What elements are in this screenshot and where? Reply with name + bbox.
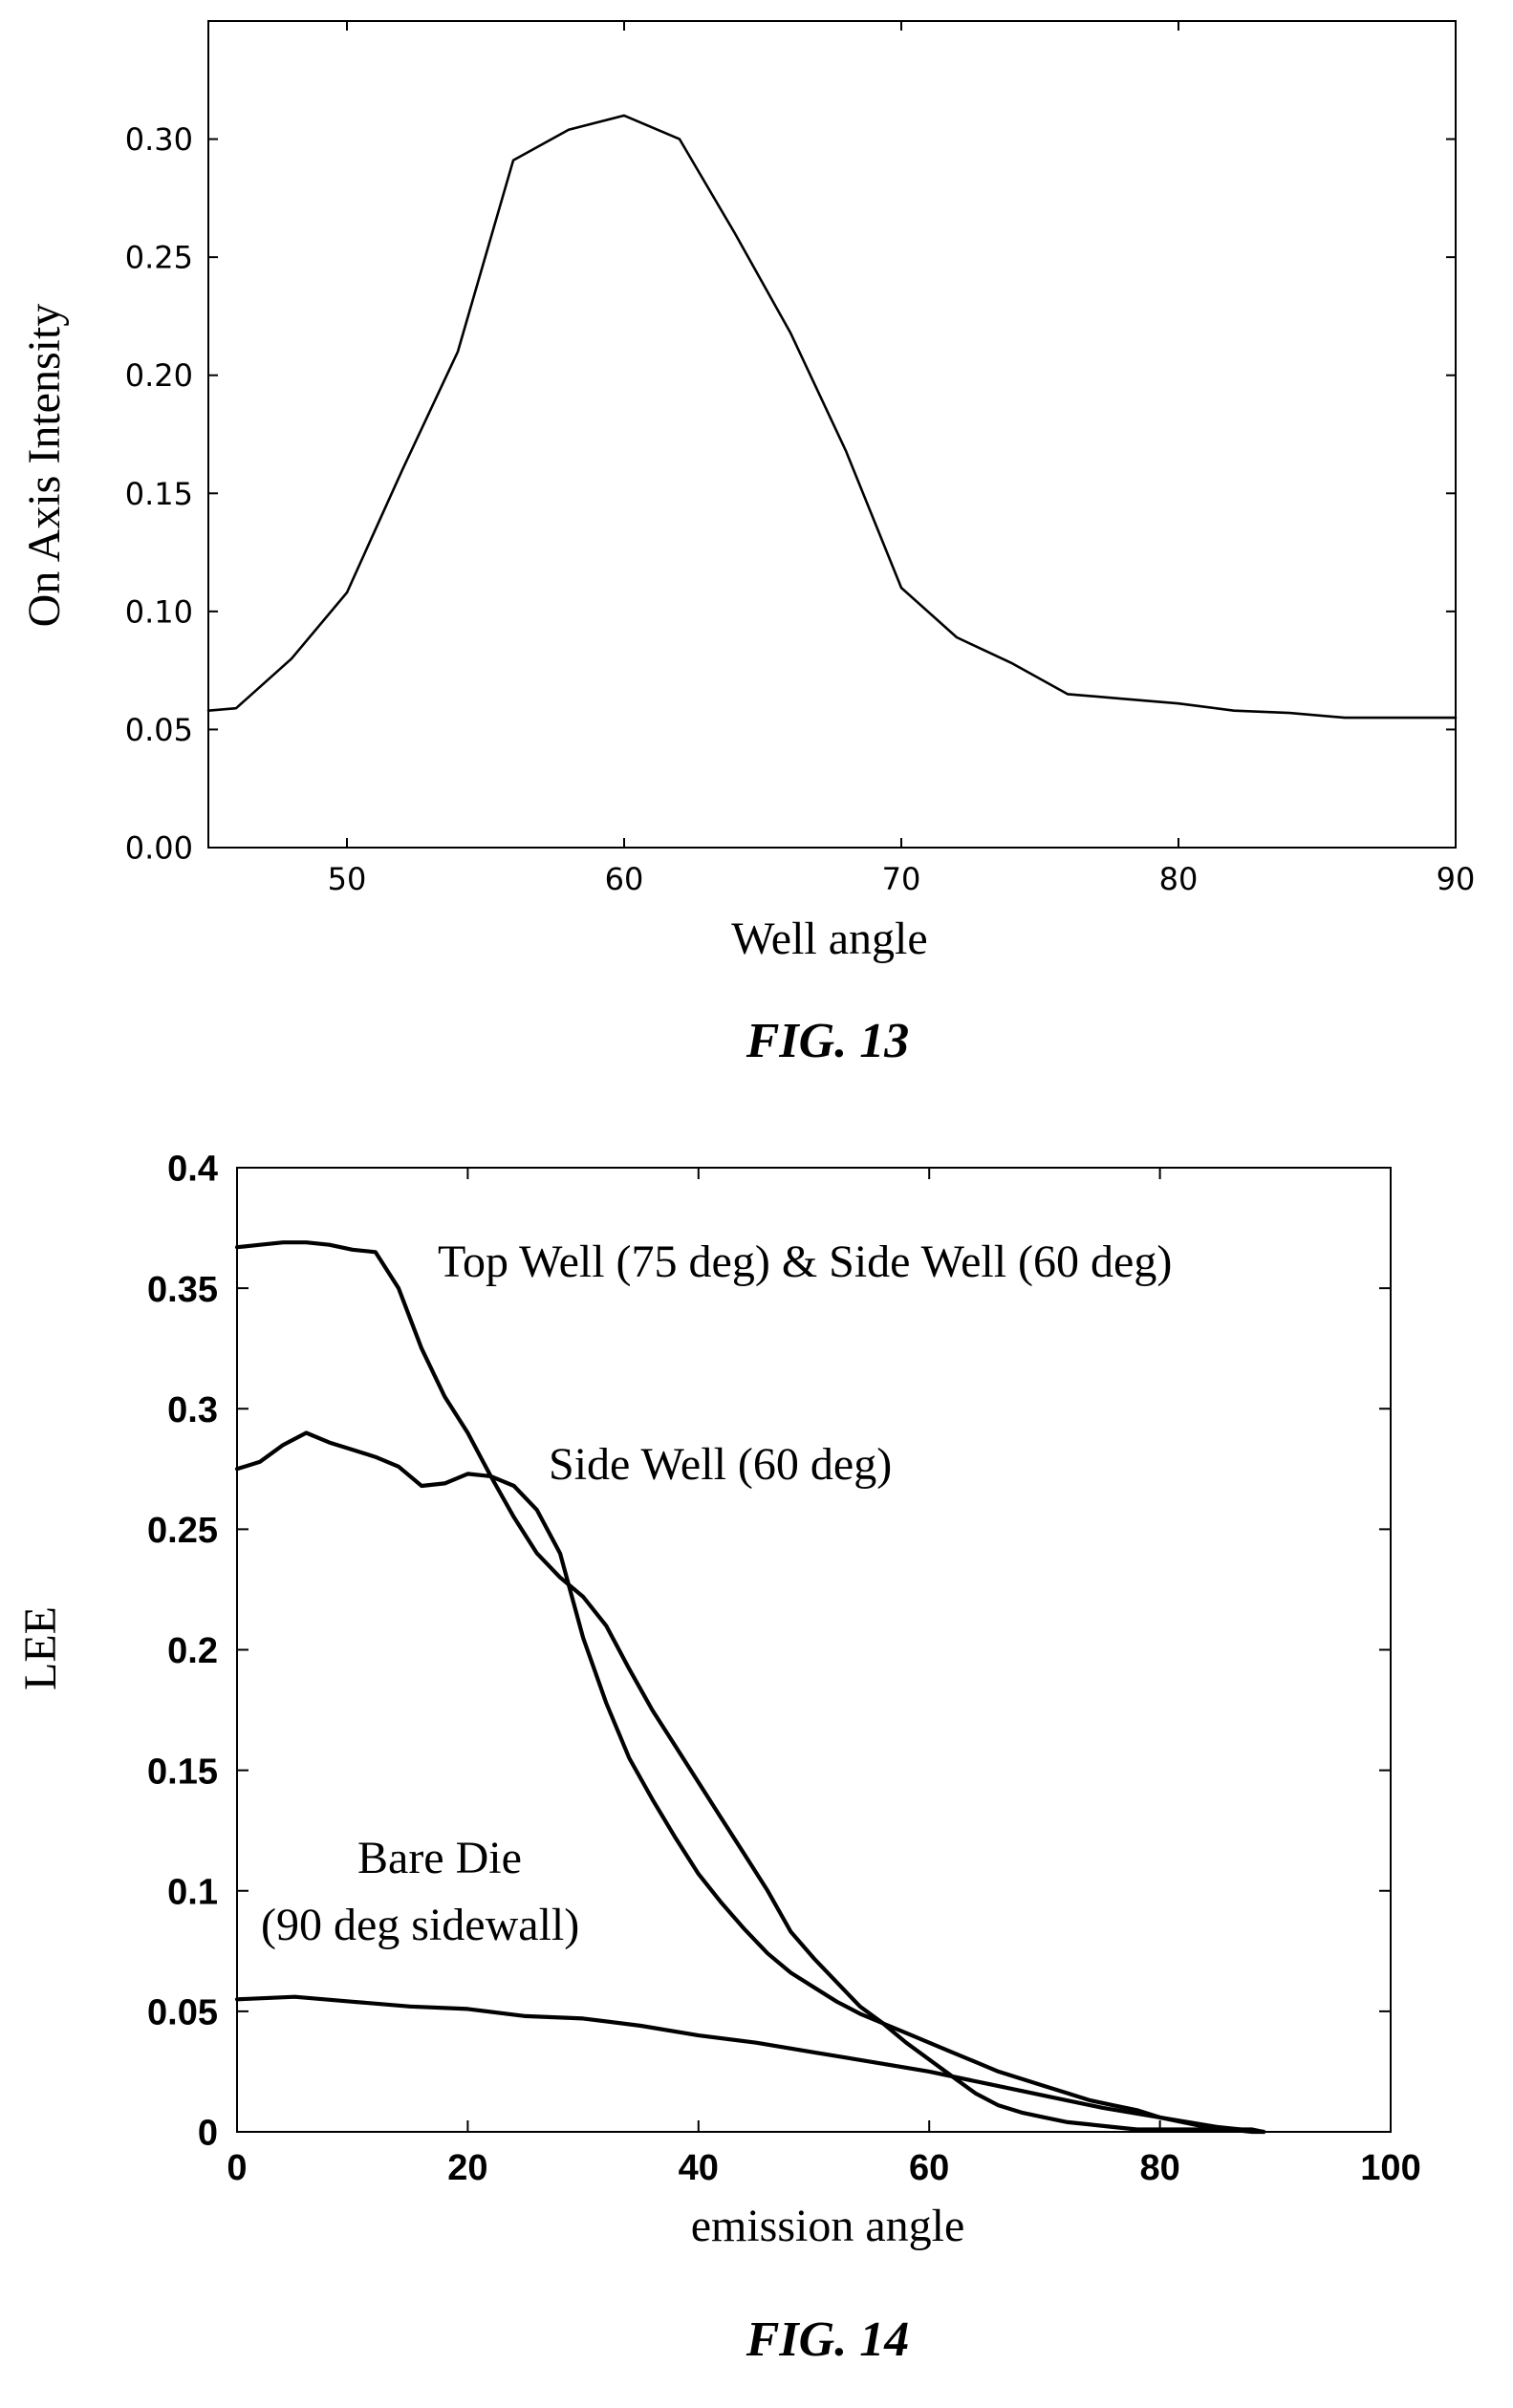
y-axis-ticks: 0 0.05 0.1 0.15 0.2 0.25 0.3 0.35 0.4 [147, 1150, 1391, 2154]
plot-frame [207, 20, 1457, 849]
x-axis-label: emission angle [691, 2201, 965, 2251]
x-tick-label: 60 [909, 2148, 949, 2188]
chart-fig-14: 0 0.05 0.1 0.15 0.2 0.25 0.3 0.35 0.4 0 20 40 60 80 1… [15, 1150, 1421, 2367]
series-lines [206, 114, 1458, 720]
y-tick-label: 0.05 [147, 1993, 218, 2033]
y-tick-label: 0.30 [125, 121, 193, 158]
x-tick-label: 90 [1437, 861, 1476, 897]
annotation-top-well-side-well: Top Well (75 deg) & Side Well (60 deg) [438, 1236, 1172, 1287]
series-lines [234, 1240, 1266, 2135]
y-tick-label: 0 [198, 2114, 218, 2154]
series-line-1 [206, 114, 1458, 720]
y-tick-label: 0.2 [167, 1631, 218, 1671]
y-tick-label: 0.1 [167, 1872, 218, 1912]
series-line-2 [234, 1430, 1266, 2135]
x-tick-label: 60 [605, 861, 644, 897]
y-tick-label: 0.4 [167, 1150, 218, 1190]
x-axis-ticks: 50 60 70 80 90 [328, 21, 1476, 897]
x-tick-label: 100 [1360, 2148, 1420, 2188]
y-tick-label: 0.15 [147, 1752, 218, 1792]
annotation-side-well: Side Well (60 deg) [549, 1439, 892, 1490]
y-tick-label: 0.00 [125, 830, 193, 867]
y-axis-label: On Axis Intensity [19, 304, 70, 628]
figure-caption: FIG. 13 [746, 1014, 909, 1068]
annotation-bare-die-sidewall: (90 deg sidewall) [261, 1900, 579, 1950]
y-tick-label: 0.3 [167, 1390, 218, 1430]
x-tick-label: 40 [679, 2148, 719, 2188]
y-tick-label: 0.15 [125, 476, 193, 512]
y-tick-label: 0.25 [125, 240, 193, 276]
y-tick-label: 0.05 [125, 712, 193, 748]
x-axis-ticks: 0 20 40 60 80 100 [227, 1168, 1421, 2188]
y-axis-label: LEE [15, 1606, 66, 1690]
x-tick-label: 70 [882, 861, 921, 897]
x-tick-label: 80 [1139, 2148, 1179, 2188]
x-tick-label: 0 [227, 2148, 247, 2188]
x-axis-label: Well angle [731, 914, 927, 964]
x-tick-label: 20 [447, 2148, 487, 2188]
y-tick-label: 0.25 [147, 1511, 218, 1551]
series-line-1 [234, 1240, 1266, 2135]
x-tick-label: 80 [1159, 861, 1199, 897]
figure-caption: FIG. 14 [746, 2312, 909, 2367]
y-tick-label: 0.20 [125, 357, 193, 394]
y-tick-label: 0.10 [125, 593, 193, 630]
y-tick-label: 0.35 [147, 1270, 218, 1310]
series-line-3 [234, 1994, 1266, 2135]
annotation-bare-die: Bare Die [357, 1833, 522, 1883]
chart-fig-13: 0.000.050.100.150.200.250.30 50 60 70 80 90 … [19, 20, 1476, 1068]
x-tick-label: 50 [328, 861, 367, 897]
y-axis-ticks: 0.00 0.05 0.10 0.15 0.20 0.25 0.30 [125, 121, 1456, 867]
